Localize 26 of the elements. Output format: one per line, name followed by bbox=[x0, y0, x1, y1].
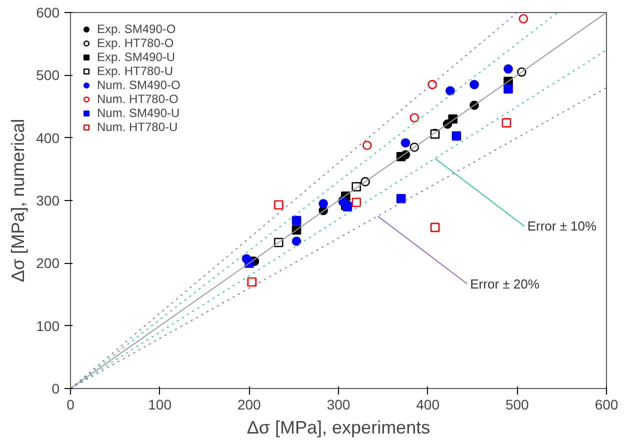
y-tick-label: 500 bbox=[36, 67, 60, 84]
x-axis-title: Δσ [MPa], experiments bbox=[246, 418, 430, 438]
legend-label: Exp. HT780-U bbox=[97, 64, 174, 78]
y-axis-title: Δσ [MPa], numerical bbox=[8, 118, 28, 282]
x-tick-label: 100 bbox=[148, 396, 172, 412]
legend-label: Exp. SM490-O bbox=[97, 22, 176, 36]
x-tick-label: 500 bbox=[505, 396, 530, 412]
y-tick-label: 300 bbox=[36, 192, 60, 208]
legend-label: Num. HT780-U bbox=[97, 120, 178, 134]
x-tick-label: 300 bbox=[326, 396, 350, 412]
y-tick-label: 100 bbox=[36, 318, 60, 334]
annotation: Error ± 20% bbox=[470, 276, 540, 292]
y-tick-label: 400 bbox=[36, 130, 60, 146]
legend-label: Num. HT780-O bbox=[97, 92, 178, 106]
y-tick-label: 600 bbox=[36, 4, 60, 20]
y-tick-label: 200 bbox=[36, 255, 60, 272]
x-tick-label: 600 bbox=[594, 396, 618, 412]
y-tick-label: 0 bbox=[52, 380, 60, 396]
legend-label: Num. SM490-O bbox=[97, 78, 180, 92]
x-tick-label: 0 bbox=[66, 396, 75, 412]
legend-label: Exp. HT780-O bbox=[97, 36, 174, 50]
x-tick-label: 200 bbox=[237, 396, 262, 412]
annotation: Error ± 10% bbox=[527, 218, 598, 234]
x-tick-label: 400 bbox=[416, 396, 440, 412]
legend-label: Num. SM490-U bbox=[97, 106, 180, 120]
legend-label: Exp. SM490-U bbox=[97, 50, 176, 64]
